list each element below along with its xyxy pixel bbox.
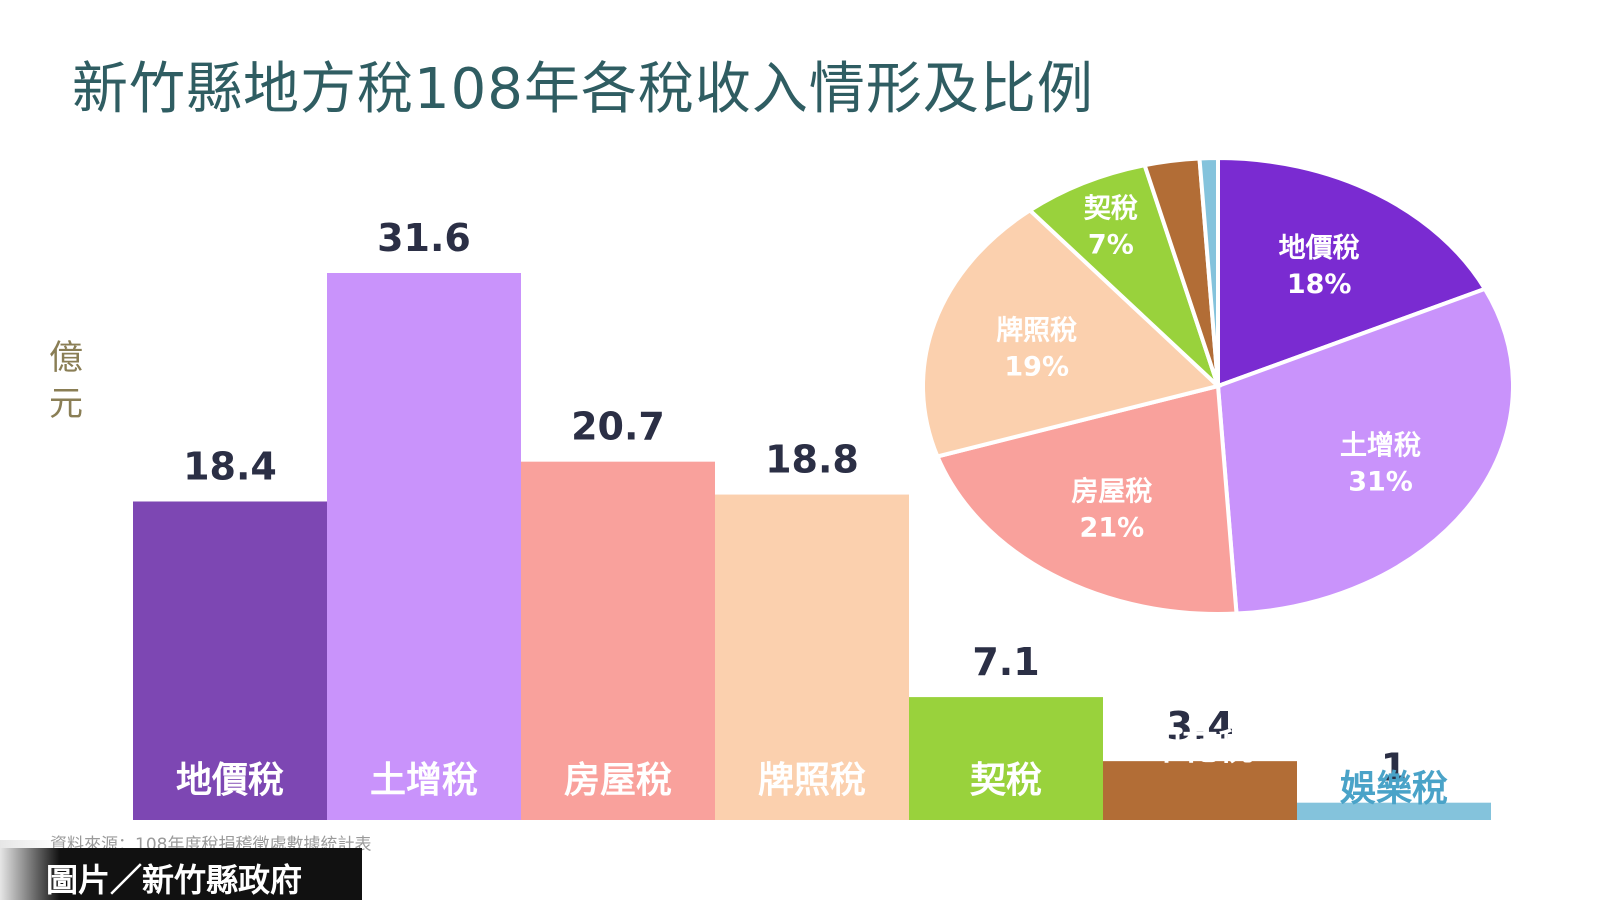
credit-fade xyxy=(0,840,60,900)
bar-value-label-3: 20.7 xyxy=(571,405,665,449)
pie-slice-label-2: 土增稅 xyxy=(1340,429,1421,461)
bar-value-label-5: 7.1 xyxy=(972,640,1039,684)
pie-slice-label-4: 牌照稅 xyxy=(996,315,1077,346)
pie-slice-4 xyxy=(921,207,1223,459)
pie-slice-percent-4: 19% xyxy=(1004,351,1069,382)
bar-value-label-7: 1 xyxy=(1381,746,1407,790)
pie-slice-3 xyxy=(934,383,1239,616)
pie-slice-2 xyxy=(1215,286,1515,616)
bar-value-label-1: 18.4 xyxy=(183,444,277,488)
bar-category-label-7: 娛樂稅 xyxy=(1340,769,1448,810)
pie-slice-label-5: 契稅 xyxy=(1084,193,1138,224)
pie-slice-label-1: 地價稅 xyxy=(1279,233,1360,264)
pie-slice-1 xyxy=(1216,155,1488,389)
pie-chart: 地價稅 18% 土增稅 31% 房屋稅 21% 牌照稅 19% 契稅 7% xyxy=(921,155,1515,616)
chart-title: 新竹縣地方稅108年各稅收入情形及比例 xyxy=(72,57,1094,122)
bar-5 xyxy=(909,697,1103,820)
bar-category-label-3: 房屋稅 xyxy=(564,760,672,801)
pie-slice-percent-3: 21% xyxy=(1080,513,1145,544)
bar-7 xyxy=(1297,802,1491,820)
pie-slice-percent-5: 7% xyxy=(1088,229,1134,260)
bar-category-label-6: 印花稅 xyxy=(1146,727,1254,768)
bar-category-label-5: 契稅 xyxy=(970,760,1042,801)
pie-slice-7 xyxy=(1197,155,1220,387)
bar-6 xyxy=(1103,761,1297,820)
bar-value-label-4: 18.8 xyxy=(765,438,859,482)
bar-4 xyxy=(715,494,909,820)
pie-slice-label-3: 房屋稅 xyxy=(1071,477,1152,508)
bar-value-label-6: 3.4 xyxy=(1166,704,1233,748)
bar-category-label-2: 土增稅 xyxy=(370,760,478,801)
credit-box xyxy=(0,848,362,900)
bar-category-label-4: 牌照稅 xyxy=(758,760,866,801)
y-axis-label: 億元 xyxy=(49,338,83,424)
image-credit: 圖片／新竹縣政府 xyxy=(46,861,303,899)
bar-3 xyxy=(521,461,715,820)
bar-value-label-2: 31.6 xyxy=(377,216,471,260)
bar-2 xyxy=(327,273,521,820)
pie-slice-percent-1: 18% xyxy=(1287,269,1352,300)
bar-1 xyxy=(133,501,327,820)
bar-category-label-1: 地價稅 xyxy=(176,760,284,801)
pie-slice-percent-2: 31% xyxy=(1348,466,1413,497)
pie-slice-5 xyxy=(1026,162,1220,388)
